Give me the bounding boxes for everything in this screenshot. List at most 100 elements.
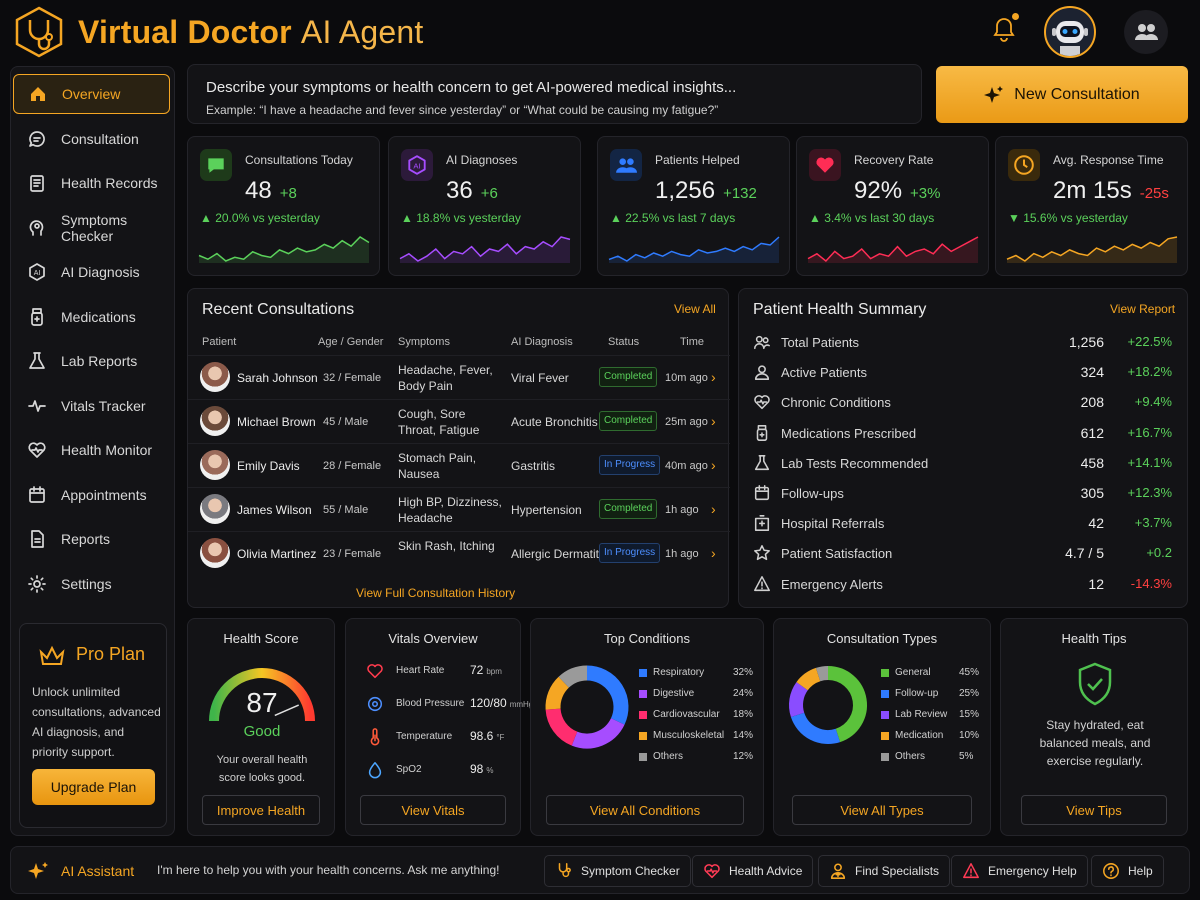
view-vitals-button[interactable]: View Vitals [360,795,506,825]
summary-label: Chronic Conditions [781,395,891,411]
table-row[interactable]: Emily Davis 28 / Female Stomach Pain, Naus… [188,443,730,487]
app-title: Virtual Doctor AI Agent [78,14,424,50]
view-all-types-button[interactable]: View All Types [792,795,972,825]
summary-row: Medications Prescribed 612 +16.7% [739,418,1189,448]
sidebar-item-label: Appointments [61,486,147,503]
summary-title: Patient Health Summary [753,301,927,318]
health-score-text: Your overall health score looks good. [216,754,308,784]
stat-delta: -25s [1139,185,1169,202]
sidebar-item-medications[interactable]: Medications [13,297,170,337]
flask-icon [754,454,770,470]
sparkline-area [400,237,570,263]
pill-bottle-icon [31,307,43,326]
summary-row: Active Patients 324 +18.2% [739,357,1189,387]
view-all-link[interactable]: View All [674,302,716,316]
robot-avatar[interactable] [1044,6,1096,58]
table-row[interactable]: James Wilson 55 / Male High BP, Dizziness,… [188,487,730,531]
footer-button-emergency-help[interactable]: Emergency Help [951,855,1088,887]
view-all-conditions-button[interactable]: View All Conditions [546,795,744,825]
consultation-time: 40m ago [665,460,708,472]
improve-health-button[interactable]: Improve Health [202,795,320,825]
table-row[interactable]: Michael Brown 45 / Male Cough, Sore Throat… [188,399,730,443]
summary-label: Patient Satisfaction [781,546,893,562]
chevron-right-icon[interactable]: › [711,413,716,429]
pressure-icon [367,696,383,712]
stat-label: AI Diagnoses [446,153,518,167]
legend-swatch [639,669,647,677]
vital-value: 98.6 °F [470,729,504,743]
status-badge: Completed [599,499,658,519]
legend-item: Others 12% [639,750,763,766]
status-badge: Completed [599,367,658,387]
consultation-types-donut [789,666,867,744]
full-history-link[interactable]: View Full Consultation History [356,586,516,600]
chevron-right-icon[interactable]: › [711,457,716,473]
stethoscope-icon [558,863,571,878]
footer-button-find-specialists[interactable]: Find Specialists [818,855,951,887]
sparkline-line [807,236,979,263]
chevron-right-icon[interactable]: › [711,369,716,385]
table-row[interactable]: Olivia Martinez 23 / Female Skin Rash, Itc… [188,531,730,575]
vital-unit: °F [496,733,505,742]
calendar-icon [29,485,45,503]
sidebar-item-vitals-tracker[interactable]: Vitals Tracker [13,386,170,426]
legend-label: Lab Review [895,709,948,720]
footer-button-label: Health Advice [729,864,803,878]
vital-unit: mmHg [509,700,534,709]
footer-button-label: Help [1128,864,1153,878]
footer-button-symptom-checker[interactable]: Symptom Checker [544,855,691,887]
sidebar-item-lab-reports[interactable]: Lab Reports [13,341,170,381]
pro-plan-text: Unlock unlimited consultations, advanced… [32,685,161,759]
sidebar-item-settings[interactable]: Settings [13,564,170,604]
stat-icon-box [1008,149,1040,181]
legend-swatch [639,690,647,698]
sidebar-item-health-monitor[interactable]: Health Monitor [13,430,170,470]
status-badge: Completed [599,411,658,431]
pro-plan-card: Pro Plan Unlock unlimited consultations,… [19,623,167,828]
upgrade-plan-button[interactable]: Upgrade Plan [32,769,155,805]
patient-symptoms: Skin Rash, Itching [398,539,495,553]
footer-button-health-advice[interactable]: Health Advice [692,855,814,887]
sidebar-item-appointments[interactable]: Appointments [13,475,170,515]
sidebar-item-overview[interactable]: Overview [13,74,170,114]
footer-button-help[interactable]: Help [1091,855,1164,887]
sparkline-line [198,236,370,262]
notification-bell-icon[interactable] [992,16,1016,42]
sidebar-item-reports[interactable]: Reports [13,519,170,559]
patient-age-gender: 45 / Male [323,416,369,428]
health-score-value: 87 [246,687,278,718]
users-icon [754,335,770,350]
stat-delta: +132 [723,185,757,202]
summary-value: 1,256 [1068,334,1104,350]
sparkline-chart [807,236,979,263]
sidebar-item-symptoms-checker[interactable]: Symptoms Checker [13,208,170,248]
summary-label: Follow-ups [781,486,844,501]
new-consultation-button[interactable]: New Consultation [936,66,1188,123]
chevron-right-icon[interactable]: › [711,545,716,561]
ai-diagnosis: Viral Fever [511,371,569,385]
head-icon [29,219,44,236]
patient-age-gender: 28 / Female [323,460,382,472]
chevron-right-icon[interactable]: › [711,501,716,517]
sidebar-item-health-records[interactable]: Health Records [13,163,170,203]
stat-icon-box [200,149,232,181]
sparkline-chart [608,236,780,263]
symptom-prompt-input[interactable]: Describe your symptoms or health concern… [187,64,922,124]
table-row[interactable]: Sarah Johnson 32 / Female Headache, Fever,… [188,355,730,399]
stat-trend-text: ▲ 22.5% vs last 7 days [610,211,736,225]
stat-trend-text: ▲ 20.0% vs yesterday [200,211,320,225]
sidebar-item-ai-diagnosis[interactable]: AI AI Diagnosis [13,252,170,292]
patient-age-gender: 32 / Female [323,372,382,384]
account-button[interactable] [1124,10,1168,54]
avatar [200,450,230,480]
avatar [200,406,230,436]
consultation-time: 10m ago [665,372,708,384]
legend-item: Cardiovascular 18% [639,708,763,724]
summary-delta: +14.1% [1127,454,1172,470]
notification-dot [1012,13,1019,20]
view-report-link[interactable]: View Report [1110,302,1176,316]
flask-icon [29,352,45,369]
sidebar-item-consultation[interactable]: Consultation [13,119,170,159]
sidebar-item-label: Health Records [61,175,158,191]
view-tips-button[interactable]: View Tips [1021,795,1167,825]
